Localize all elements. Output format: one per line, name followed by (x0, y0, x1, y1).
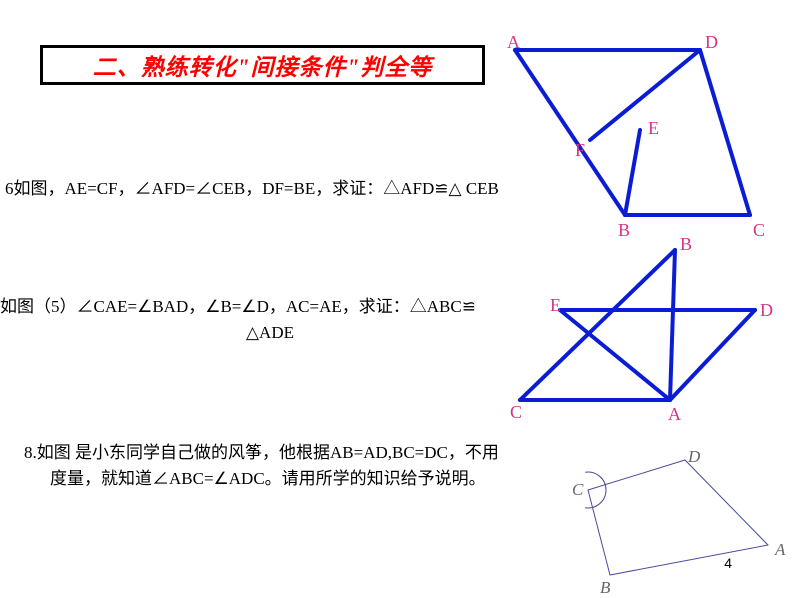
vertex-label-C: C (753, 220, 765, 241)
vertex-label-A: A (775, 540, 785, 560)
section-header-box: 二、熟练转化"间接条件"判全等 (40, 45, 485, 85)
diagram-3: DCAB (550, 450, 790, 590)
diagram-3-svg (550, 450, 790, 590)
vertex-label-D: D (760, 300, 773, 321)
problem-7-line1: 如图（5）∠CAE=∠BAD，∠B=∠D，AC=AE，求证：△ABC≌ (0, 297, 476, 316)
vertex-label-D: D (705, 32, 718, 53)
diagram-2-svg (510, 240, 790, 420)
section-header-title: 二、熟练转化"间接条件"判全等 (93, 48, 433, 82)
diagram-1-svg (500, 40, 780, 240)
vertex-label-B: B (600, 578, 610, 598)
problem-7-text: 如图（5）∠CAE=∠BAD，∠B=∠D，AC=AE，求证：△ABC≌ △ADE (0, 294, 540, 345)
vertex-label-E: E (550, 295, 561, 316)
problem-6-text: 6如图，AE=CF，∠AFD=∠CEB，DF=BE，求证：△AFD≌△ CEB (5, 176, 575, 202)
vertex-label-B: B (680, 234, 692, 255)
problem-8-text: 8.如图 是小东同学自己做的风筝，他根据AB=AD,BC=DC，不用 度量，就知… (24, 440, 574, 491)
page-number: 4 (724, 555, 732, 571)
vertex-label-B: B (618, 220, 630, 241)
vertex-label-A: A (507, 32, 520, 53)
problem-8-line1: 8.如图 是小东同学自己做的风筝，他根据AB=AD,BC=DC，不用 (24, 443, 499, 462)
vertex-label-C: C (510, 402, 522, 423)
vertex-label-A: A (668, 404, 681, 425)
diagram-2: BEDCA (510, 240, 790, 420)
vertex-label-C: C (572, 480, 583, 500)
problem-7-line2: △ADE (0, 320, 540, 346)
vertex-label-E: E (648, 118, 659, 139)
vertex-label-D: D (688, 447, 700, 467)
diagram-1: ADFEBC (500, 40, 780, 240)
vertex-label-F: F (575, 140, 585, 161)
problem-8-line2: 度量，就知道∠ABC=∠ADC。请用所学的知识给予说明。 (24, 466, 574, 492)
